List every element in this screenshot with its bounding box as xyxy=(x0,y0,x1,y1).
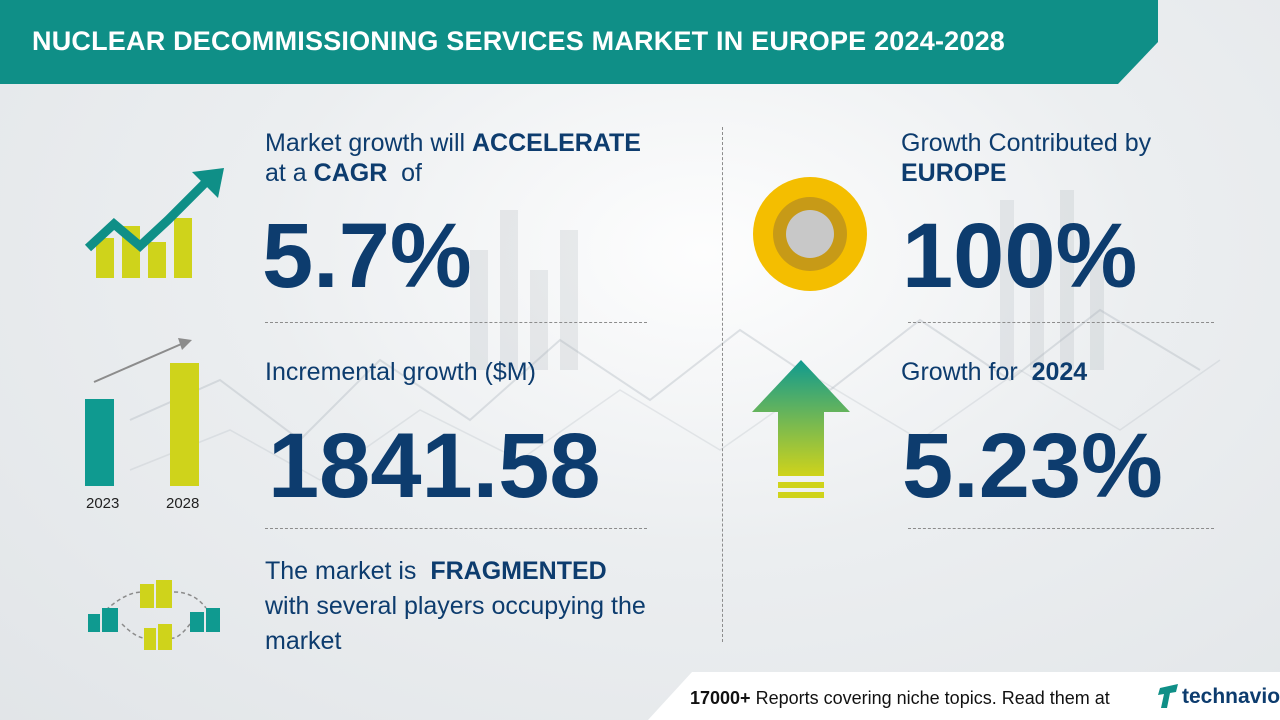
page-title: NUCLEAR DECOMMISSIONING SERVICES MARKET … xyxy=(32,26,1006,56)
yoy-value: 5.23% xyxy=(902,415,1163,517)
cagr-of-text: of xyxy=(387,159,423,187)
footer-message: Reports covering niche topics. Read them… xyxy=(750,688,1110,708)
yoy-label: Growth for 2024 xyxy=(901,357,1087,388)
bar-compare-icon xyxy=(85,338,199,486)
growth-chart-icon xyxy=(84,168,224,278)
fragmented-line-2: with several players occupying the xyxy=(265,592,646,620)
cagr-value: 5.7% xyxy=(262,205,472,307)
cagr-line-1: Market growth will ACCELERATE xyxy=(265,128,641,159)
region-name: EUROPE xyxy=(901,159,1007,187)
fragmented-line-1: The market is FRAGMENTED xyxy=(265,556,607,587)
cagr-accelerate-label: ACCELERATE xyxy=(472,129,641,157)
region-value: 100% xyxy=(902,205,1138,307)
divider-3 xyxy=(908,322,1214,323)
divider-4 xyxy=(908,528,1214,529)
technavio-brand[interactable]: technavio xyxy=(1158,684,1280,710)
region-line-2: EUROPE xyxy=(901,158,1007,189)
year-start-label: 2023 xyxy=(86,495,120,512)
yoy-label-text: Growth for xyxy=(901,358,1032,386)
yoy-year: 2024 xyxy=(1031,358,1088,386)
fragmented-line-1-text: The market is xyxy=(265,557,431,585)
fragmented-line-3: market xyxy=(265,627,342,655)
buildings-network-icon xyxy=(88,580,220,650)
cagr-line-2-text: at a xyxy=(265,159,314,187)
footer-bar xyxy=(648,672,1280,720)
cagr-line-2: at a CAGR of xyxy=(265,158,422,189)
region-line-1: Growth Contributed by xyxy=(901,129,1152,157)
divider-1 xyxy=(265,322,647,323)
technavio-logo-icon xyxy=(1158,684,1178,708)
incremental-value: 1841.58 xyxy=(268,415,601,517)
divider-2 xyxy=(265,528,647,529)
cagr-line-1-text: Market growth will xyxy=(265,129,472,157)
year-end-label: 2028 xyxy=(166,495,200,512)
footer-text: 17000+ Reports covering niche topics. Re… xyxy=(690,688,1110,709)
up-arrow-icon xyxy=(752,360,850,498)
footer-count: 17000+ xyxy=(690,688,751,708)
cagr-label: CAGR xyxy=(313,159,388,187)
vertical-divider xyxy=(722,127,723,642)
fragmented-label: FRAGMENTED xyxy=(430,557,607,585)
title-banner xyxy=(0,0,1158,84)
technavio-name: technavio xyxy=(1182,685,1280,708)
donut-icon xyxy=(753,177,867,291)
incremental-label: Incremental growth ($M) xyxy=(265,358,536,386)
